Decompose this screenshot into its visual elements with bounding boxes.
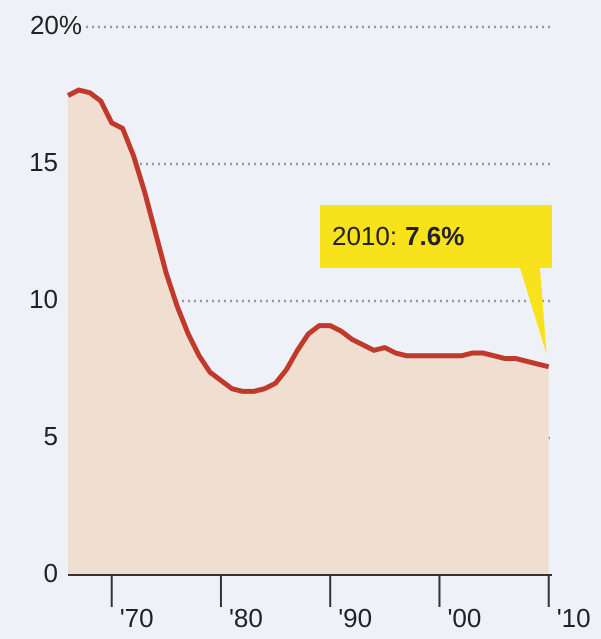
- y-tick-label: 0: [44, 558, 58, 588]
- y-tick-label: 10: [29, 284, 58, 314]
- x-tick-label: '70: [120, 603, 154, 633]
- y-tick-label: 5: [44, 421, 58, 451]
- area: [68, 90, 549, 576]
- annotation-label: 2010:: [332, 221, 397, 251]
- x-tick-label: '90: [338, 603, 372, 633]
- y-tick-label: 20%: [30, 10, 82, 40]
- callout: [320, 205, 552, 355]
- annotation-value: 7.6%: [405, 221, 464, 251]
- x-tick-label: '10: [557, 603, 591, 633]
- line: [66, 87, 550, 394]
- y-tick-label: 15: [29, 147, 58, 177]
- x-tick-label: '80: [229, 603, 263, 633]
- annotation: 2010: 7.6%: [332, 221, 464, 251]
- x-tick-label: '00: [447, 603, 481, 633]
